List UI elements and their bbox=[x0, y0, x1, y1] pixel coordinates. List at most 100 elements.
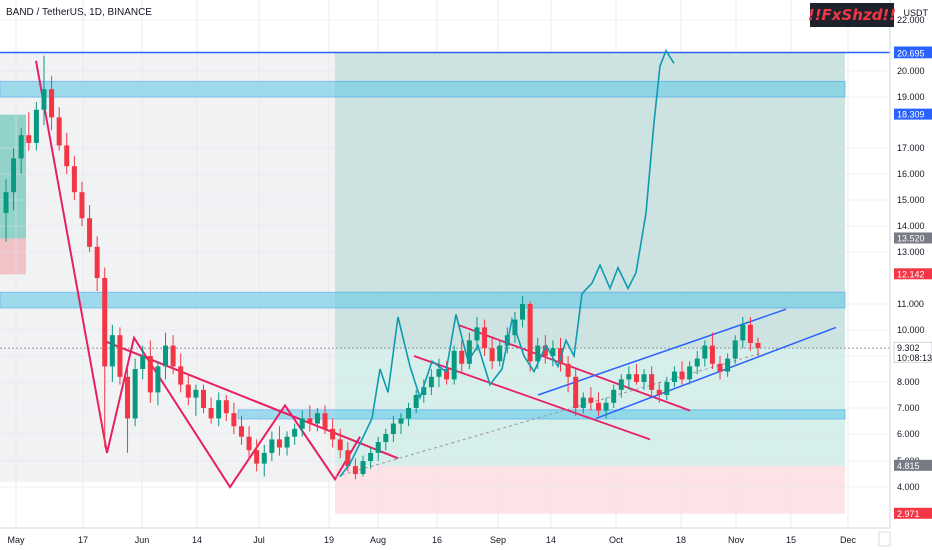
candle-48 bbox=[368, 447, 374, 469]
candle-body-58 bbox=[444, 369, 450, 380]
candle-body-96 bbox=[732, 340, 738, 359]
candle-7 bbox=[56, 107, 62, 151]
candle-body-20 bbox=[155, 366, 161, 393]
candle-body-83 bbox=[633, 374, 639, 382]
watermark-logo: !!FxShzd!! bbox=[808, 3, 896, 27]
candle-16 bbox=[125, 366, 131, 453]
candle-77 bbox=[588, 387, 594, 411]
candle-62 bbox=[474, 317, 480, 351]
watermark-text: !!FxShzd!! bbox=[808, 6, 896, 24]
candle-54 bbox=[413, 389, 419, 414]
candle-15 bbox=[117, 327, 123, 385]
x-tick-7: 16 bbox=[432, 535, 442, 545]
candle-99 bbox=[755, 337, 761, 356]
y-tick-2: 6.000 bbox=[897, 429, 920, 439]
candle-3 bbox=[26, 112, 32, 151]
candle-5 bbox=[41, 55, 47, 126]
candle-body-30 bbox=[231, 413, 237, 427]
candle-body-19 bbox=[147, 356, 153, 393]
price-label-bg-7 bbox=[894, 507, 932, 519]
candle-body-54 bbox=[413, 395, 419, 408]
y-tick-13: 19.000 bbox=[897, 92, 925, 102]
candle-body-17 bbox=[132, 369, 138, 419]
candle-body-64 bbox=[489, 348, 495, 362]
candle-47 bbox=[360, 455, 366, 477]
candle-68 bbox=[520, 296, 526, 328]
candle-body-31 bbox=[238, 426, 244, 437]
candle-12 bbox=[94, 236, 100, 291]
y-tick-14: 20.000 bbox=[897, 66, 925, 76]
candle-body-25 bbox=[193, 389, 199, 398]
x-tick-6: Aug bbox=[370, 535, 386, 545]
candle-57 bbox=[436, 358, 442, 388]
candle-body-33 bbox=[254, 450, 260, 464]
candle-89 bbox=[679, 361, 685, 385]
candle-50 bbox=[383, 428, 389, 451]
candle-body-36 bbox=[276, 439, 282, 448]
candle-body-56 bbox=[428, 376, 434, 388]
x-tick-2: Jun bbox=[135, 535, 150, 545]
candle-64 bbox=[489, 337, 495, 369]
up-channel-lower bbox=[595, 326, 837, 420]
candle-body-90 bbox=[687, 366, 693, 380]
candle-body-43 bbox=[330, 428, 336, 440]
candle-30 bbox=[231, 402, 237, 434]
price-label-6: 4.815 bbox=[894, 459, 932, 471]
price-label-3: 13.520 bbox=[894, 232, 932, 244]
candle-91 bbox=[694, 350, 700, 375]
price-label-bg-5 bbox=[893, 341, 932, 363]
price-label-bg-6 bbox=[894, 459, 932, 471]
candle-body-0 bbox=[3, 192, 9, 213]
projection-path bbox=[339, 48, 675, 478]
candle-body-9 bbox=[71, 166, 77, 193]
y-tick-8: 13.000 bbox=[897, 247, 925, 257]
candle-body-1 bbox=[11, 158, 17, 193]
candle-body-40 bbox=[307, 418, 313, 424]
price-label-2: 18.309 bbox=[894, 108, 932, 120]
candle-36 bbox=[276, 426, 282, 456]
candle-92 bbox=[702, 340, 708, 367]
candle-body-62 bbox=[474, 327, 480, 341]
candle-body-26 bbox=[200, 389, 206, 408]
candle-81 bbox=[618, 374, 624, 398]
candle-6 bbox=[49, 76, 55, 131]
candle-body-78 bbox=[595, 402, 601, 411]
up-channel-upper bbox=[537, 308, 787, 396]
candle-body-27 bbox=[208, 408, 214, 419]
price-label-text-3: 13.520 bbox=[897, 233, 925, 243]
candle-body-88 bbox=[671, 371, 677, 382]
candle-14 bbox=[109, 324, 115, 382]
candle-body-48 bbox=[368, 452, 374, 461]
candle-21 bbox=[163, 332, 169, 380]
candle-55 bbox=[421, 379, 427, 403]
candle-body-84 bbox=[641, 374, 647, 382]
candle-body-82 bbox=[626, 374, 632, 380]
candle-body-11 bbox=[87, 218, 93, 247]
candle-body-45 bbox=[345, 450, 351, 467]
candle-69 bbox=[527, 301, 533, 372]
zigzag-pattern bbox=[35, 60, 361, 489]
x-tick-8: Sep bbox=[490, 535, 506, 545]
candle-body-42 bbox=[322, 413, 328, 429]
candlesticks bbox=[3, 55, 761, 480]
candle-body-50 bbox=[383, 434, 389, 443]
y-tick-0: 4.000 bbox=[897, 482, 920, 492]
candle-body-60 bbox=[459, 350, 465, 364]
candle-10 bbox=[79, 181, 85, 226]
candle-65 bbox=[497, 340, 503, 367]
candle-39 bbox=[299, 410, 305, 437]
candle-17 bbox=[132, 358, 138, 427]
x-tick-4: Jul bbox=[253, 535, 265, 545]
candle-body-18 bbox=[140, 356, 146, 369]
long-stop-zone bbox=[335, 465, 845, 514]
candle-41 bbox=[314, 408, 320, 432]
candle-80 bbox=[611, 384, 617, 408]
y-unit-label: USDT bbox=[904, 8, 929, 18]
candle-98 bbox=[747, 317, 753, 351]
y-tick-4: 8.000 bbox=[897, 377, 920, 387]
candle-body-91 bbox=[694, 358, 700, 367]
candle-body-80 bbox=[611, 389, 617, 403]
candle-28 bbox=[216, 392, 222, 427]
